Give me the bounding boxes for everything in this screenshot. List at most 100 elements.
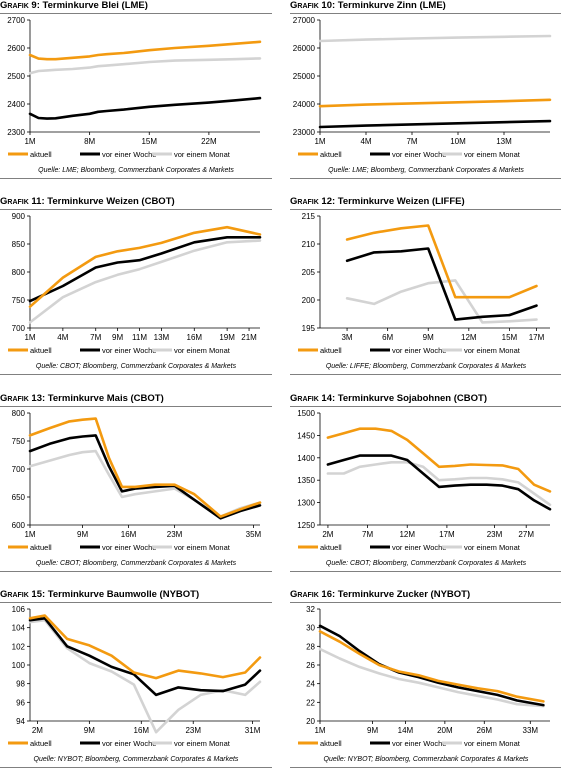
x-tick-label: 19M — [219, 333, 235, 342]
chart-title-text: Terminkurve Sojabohnen (CBOT) — [337, 393, 487, 404]
y-tick-label: 1500 — [297, 409, 315, 418]
x-tick-label: 20M — [437, 726, 453, 735]
series-line-woche — [28, 617, 262, 697]
chart-number: Grafik 12: — [290, 196, 336, 207]
y-tick-label: 96 — [16, 698, 25, 707]
line-chart: 23000 24000 25000 26000 27000 1M 4M 7M 10M 13M akt… — [293, 16, 552, 159]
y-tick-label: 800 — [12, 268, 26, 277]
legend-label: vor einem Monat — [464, 150, 521, 159]
chart-title: Grafik 14: Terminkurve Sojabohnen (CBOT) — [290, 393, 487, 404]
y-tick-label: 2400 — [7, 100, 25, 109]
legend-label: aktuell — [320, 543, 342, 552]
x-tick-label: 4M — [360, 137, 371, 146]
y-tick-label: 32 — [306, 605, 315, 614]
legend-label: aktuell — [320, 150, 342, 159]
x-tick-label: 3M — [341, 333, 352, 342]
line-chart: 1250 1300 1350 1400 1450 1500 2M 7M 12M 17M 23M 27M… — [297, 409, 552, 552]
chart-panel: Grafik 16: Terminkurve Zucker (NYBOT) 20 2… — [290, 589, 561, 769]
legend-label: vor einer Woche — [392, 346, 446, 355]
x-tick-label: 12M — [461, 333, 477, 342]
x-tick-label: 8M — [84, 137, 95, 146]
x-tick-label: 16M — [134, 726, 150, 735]
series-line-aktuell — [345, 224, 538, 299]
chart-title: Grafik 16: Terminkurve Zucker (NYBOT) — [290, 589, 470, 600]
chart-panel: Grafik 11: Terminkurve Weizen (CBOT) 700 7… — [0, 196, 272, 376]
x-tick-label: 23M — [167, 530, 183, 539]
x-tick-label: 26M — [477, 726, 493, 735]
x-tick-label: 21M — [241, 333, 257, 342]
chart-title-text: Terminkurve Blei (LME) — [42, 0, 148, 11]
line-chart: 2300 2400 2500 2600 2700 1M 8M 15M 22M aktuell vor… — [7, 16, 262, 159]
source-note: Quelle: NYBOT; Bloomberg, Commerzbank Co… — [33, 756, 239, 763]
chart-number: Grafik 14: — [290, 393, 336, 404]
series-line-woche — [28, 96, 262, 120]
chart-number: Grafik 15: — [0, 589, 46, 600]
series-line-aktuell — [318, 98, 552, 108]
chart-title: Grafik 9: Terminkurve Blei (LME) — [0, 0, 148, 11]
line-chart: 700 750 800 850 900 1M 4M 7M 9M 11M 13M 16M 19M 21M ak… — [8, 212, 262, 355]
chart-title: Grafik 10: Terminkurve Zinn (LME) — [290, 0, 446, 11]
title-divider — [0, 13, 272, 14]
title-divider — [290, 13, 561, 14]
chart-panel: Grafik 9: Terminkurve Blei (LME) 2300 2400… — [0, 0, 272, 180]
bottom-divider — [0, 767, 272, 768]
legend-label: vor einer Woche — [392, 739, 446, 748]
y-tick-label: 750 — [12, 296, 26, 305]
series-line-monat — [326, 460, 552, 507]
y-tick-label: 750 — [12, 437, 26, 446]
x-tick-label: 23M — [487, 530, 503, 539]
legend-label: aktuell — [30, 150, 52, 159]
series-line-monat — [28, 239, 262, 324]
chart-panel: Grafik 12: Terminkurve Weizen (LIFFE) 195… — [290, 196, 561, 376]
chart-title-text: Terminkurve Zucker (NYBOT) — [337, 589, 471, 600]
y-tick-label: 24 — [306, 680, 315, 689]
y-tick-label: 2600 — [7, 44, 25, 53]
legend-label: vor einem Monat — [174, 150, 231, 159]
chart-title: Grafik 11: Terminkurve Weizen (CBOT) — [0, 196, 175, 207]
x-tick-label: 9M — [112, 333, 123, 342]
y-tick-label: 600 — [12, 521, 26, 530]
y-tick-label: 102 — [12, 642, 26, 651]
bottom-divider — [0, 374, 272, 375]
legend-label: aktuell — [320, 739, 342, 748]
y-tick-label: 22 — [306, 698, 315, 707]
source-note: Quelle: LIFFE; Bloomberg, Commerzbank Co… — [325, 363, 527, 370]
y-tick-label: 1400 — [297, 454, 315, 463]
x-tick-label: 17M — [529, 333, 545, 342]
x-tick-label: 4M — [57, 333, 68, 342]
y-tick-label: 2700 — [7, 16, 25, 25]
y-tick-label: 30 — [306, 624, 315, 633]
bottom-divider — [0, 178, 272, 179]
legend-label: aktuell — [30, 346, 52, 355]
y-tick-label: 98 — [16, 680, 25, 689]
y-tick-label: 26000 — [293, 44, 316, 53]
series-line-monat — [28, 57, 262, 75]
x-tick-label: 12M — [399, 530, 415, 539]
x-tick-label: 7M — [90, 333, 101, 342]
y-tick-label: 106 — [12, 605, 26, 614]
x-tick-label: 1M — [24, 530, 35, 539]
series-line-aktuell — [326, 427, 552, 493]
legend-label: vor einem Monat — [174, 543, 231, 552]
x-tick-label: 15M — [141, 137, 157, 146]
x-tick-label: 1M — [314, 726, 325, 735]
chart-number: Grafik 11: — [0, 196, 45, 207]
chart-title-text: Terminkurve Zinn (LME) — [337, 0, 446, 11]
y-tick-label: 27000 — [293, 16, 316, 25]
x-tick-label: 27M — [518, 530, 534, 539]
source-note: Quelle: CBOT; Bloomberg, Commerzbank Cor… — [325, 560, 527, 567]
chart-panel: Grafik 14: Terminkurve Sojabohnen (CBOT)… — [290, 393, 561, 573]
x-tick-label: 9M — [84, 726, 95, 735]
x-tick-label: 9M — [423, 333, 434, 342]
legend-label: vor einer Woche — [102, 150, 156, 159]
x-tick-label: 16M — [187, 333, 203, 342]
chart-title: Grafik 15: Terminkurve Baumwolle (NYBOT) — [0, 589, 199, 600]
y-tick-label: 104 — [12, 624, 26, 633]
bottom-divider — [290, 571, 561, 572]
chart-title-text: Terminkurve Weizen (CBOT) — [47, 196, 175, 207]
title-divider — [0, 602, 272, 603]
bottom-divider — [290, 374, 561, 375]
title-divider — [0, 209, 272, 210]
series-line-aktuell — [28, 225, 262, 308]
y-tick-label: 100 — [12, 661, 26, 670]
